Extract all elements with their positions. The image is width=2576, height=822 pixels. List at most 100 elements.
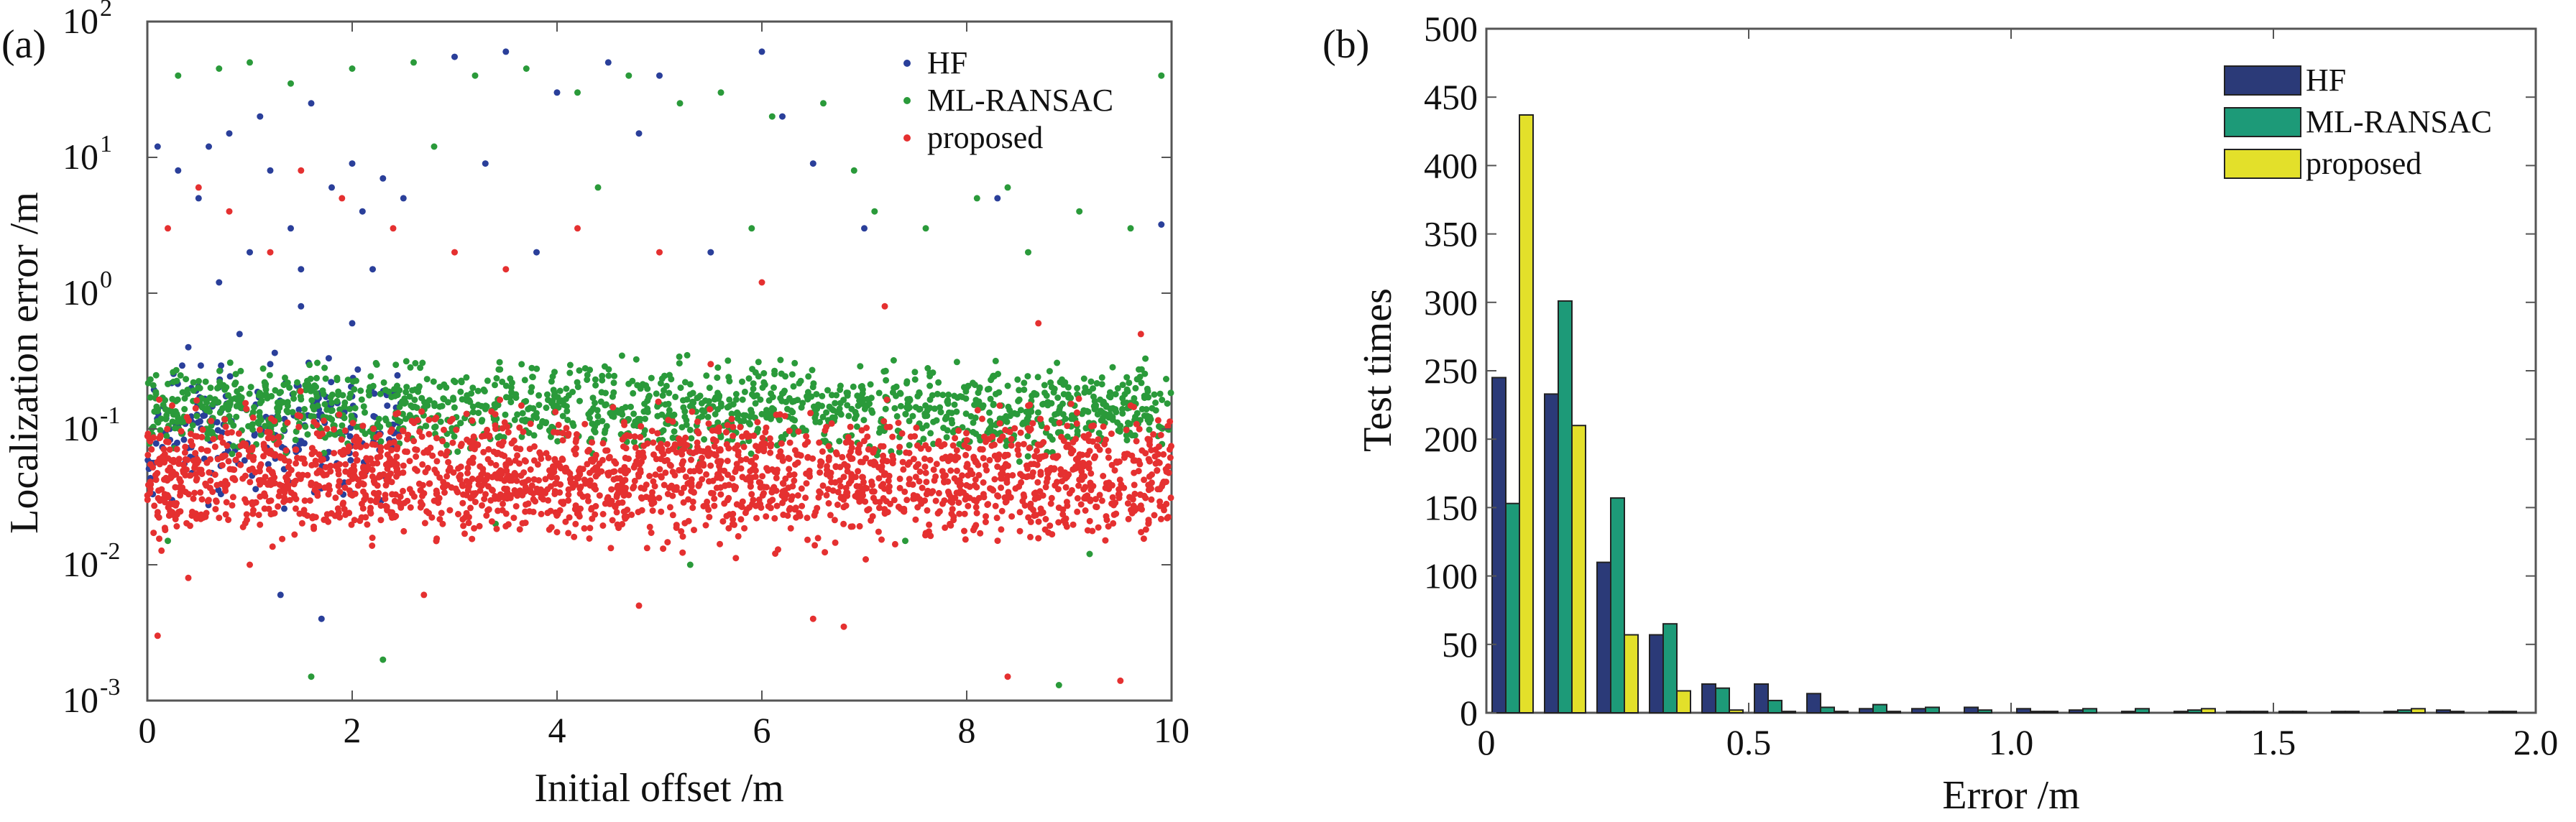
scatter-point: [182, 456, 189, 463]
scatter-point: [203, 399, 211, 406]
scatter-point: [441, 484, 448, 491]
scatter-point: [400, 195, 407, 202]
scatter-point: [922, 530, 929, 537]
scatter-point: [1031, 461, 1037, 468]
scatter-point: [694, 394, 701, 402]
scatter-point: [790, 383, 797, 390]
scatter-point: [622, 484, 629, 491]
scatter-point: [752, 369, 759, 376]
scatter-point: [463, 410, 470, 417]
scatter-point: [452, 485, 459, 492]
scatter-point: [298, 303, 305, 310]
scatter-point: [543, 419, 550, 426]
scatter-point: [147, 438, 154, 445]
scatter-point: [586, 469, 593, 476]
scatter-point: [686, 468, 694, 475]
scatter-point: [906, 395, 914, 402]
scatter-point: [251, 404, 257, 411]
scatter-point: [428, 514, 436, 521]
scatter-point: [294, 379, 300, 386]
scatter-point: [466, 457, 474, 464]
scatter-point: [576, 397, 583, 405]
scatter-point: [1031, 495, 1039, 502]
scatter-point: [845, 412, 852, 420]
scatter-point: [349, 160, 356, 167]
scatter-point: [967, 412, 975, 420]
scatter-point: [927, 532, 934, 540]
scatter-point: [1138, 529, 1145, 536]
scatter-point: [1065, 394, 1072, 401]
scatter-point: [185, 343, 192, 351]
scatter-point: [235, 451, 242, 458]
scatter-point: [1102, 537, 1109, 544]
scatter-point: [666, 461, 673, 468]
scatter-point: [1163, 376, 1169, 382]
scatter-point: [816, 439, 823, 446]
scatter-point: [400, 487, 406, 494]
scatter-point: [976, 384, 983, 391]
scatter-point: [272, 451, 279, 458]
scatter-point: [1095, 436, 1102, 443]
scatter-point: [717, 433, 724, 440]
scatter-point: [341, 403, 348, 410]
scatter-point: [995, 456, 1002, 463]
scatter-point: [364, 463, 372, 470]
scatter-point: [949, 442, 957, 449]
scatter-point: [656, 72, 663, 79]
scatter-point: [898, 430, 906, 437]
histogram-bars: [1491, 114, 2517, 714]
scatter-point: [740, 443, 748, 451]
scatter-point: [267, 497, 275, 504]
scatter-point: [523, 501, 529, 508]
scatter-point: [559, 412, 566, 420]
scatter-point: [464, 397, 470, 404]
scatter-point: [154, 632, 161, 639]
scatter-point: [822, 427, 829, 434]
scatter-point: [1096, 491, 1103, 499]
scatter-point: [235, 430, 242, 437]
scatter-point: [625, 456, 632, 462]
scatter-point: [713, 484, 720, 491]
scatter-point: [758, 410, 765, 417]
scatter-point: [267, 167, 274, 174]
scatter-point: [992, 357, 999, 364]
scatter-point: [280, 426, 288, 433]
scatter-point: [737, 456, 745, 463]
scatter-point: [661, 372, 668, 379]
scatter-point: [201, 412, 208, 419]
scatter-point: [895, 420, 902, 426]
scatter-point: [362, 514, 369, 521]
scatter-point: [308, 673, 315, 680]
scatter-point: [1024, 465, 1031, 472]
scatter-point: [1074, 409, 1080, 416]
scatter-point: [321, 484, 328, 491]
scatter-point: [845, 434, 852, 440]
scatter-point: [499, 378, 506, 385]
scatter-point: [1033, 512, 1040, 519]
scatter-point: [703, 372, 710, 379]
scatter-point: [249, 426, 256, 433]
scatter-point: [249, 409, 257, 416]
scatter-point: [1025, 249, 1031, 256]
scatter-point: [410, 438, 418, 445]
scatter-point: [654, 430, 661, 437]
scatter-point: [528, 364, 535, 371]
scatter-point: [599, 372, 606, 379]
scatter-point: [1156, 498, 1164, 505]
scatter-point: [451, 53, 458, 60]
scatter-point: [666, 484, 673, 491]
scatter-point: [237, 461, 244, 468]
scatter-point: [511, 416, 518, 423]
scatter-point: [1080, 463, 1087, 470]
scatter-point: [463, 374, 470, 381]
scatter-point: [1135, 468, 1142, 475]
scatter-point: [1090, 402, 1098, 410]
scatter-point: [1004, 673, 1011, 680]
scatter-point: [980, 433, 988, 440]
scatter-point: [706, 384, 713, 392]
scatter-point: [861, 225, 868, 232]
scatter-point: [510, 437, 518, 444]
histogram-bar: [2436, 709, 2451, 714]
scatter-point: [619, 436, 626, 443]
